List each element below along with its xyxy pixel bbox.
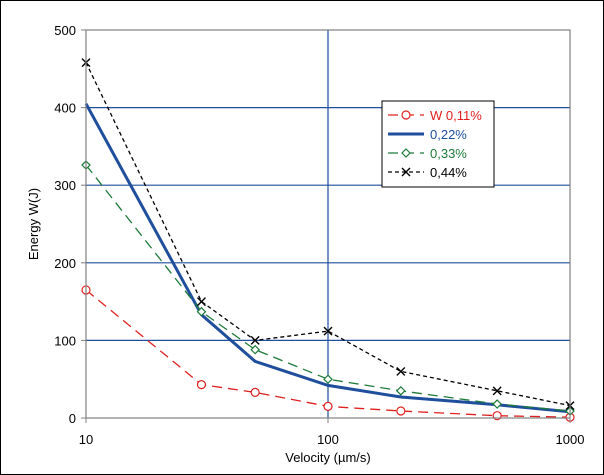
legend-item: W 0,11%: [388, 108, 482, 123]
data-point: [250, 387, 260, 397]
data-point: [250, 335, 260, 345]
x-tick-label: 10: [79, 432, 93, 447]
legend-box: [381, 100, 495, 188]
legend: W 0,11% 0,22% 0,33% 0,44%: [381, 100, 495, 188]
y-tick-label: 400: [54, 101, 76, 116]
data-point: [196, 306, 207, 317]
data-point: [492, 399, 502, 409]
data-point: [250, 344, 260, 355]
x-axis-label: Velocity (µm/s): [285, 450, 371, 465]
tick-labels: 0 100 200 300 400 500 10 100 1000: [54, 23, 584, 447]
legend-label: 0,44%: [430, 165, 467, 180]
data-point: [396, 406, 406, 416]
y-tick-label: 500: [54, 23, 76, 38]
data-point: [492, 386, 502, 396]
data-point: [323, 326, 333, 336]
y-tick-label: 300: [54, 178, 76, 193]
x-tick-label: 100: [317, 432, 339, 447]
data-point: [396, 385, 406, 396]
data-point: [323, 374, 333, 385]
data-point: [323, 401, 333, 411]
legend-label: W 0,11%: [430, 108, 482, 123]
legend-item: 0,44%: [388, 165, 467, 180]
y-tick-label: 200: [54, 256, 76, 271]
series-4: [81, 58, 575, 411]
x-tick-label: 1000: [556, 432, 585, 447]
data-point: [196, 380, 207, 390]
y-axis-label: Energy W(J): [26, 188, 41, 260]
legend-label: 0,22%: [430, 127, 467, 142]
data-point: [196, 297, 206, 307]
legend-marker: [401, 167, 411, 177]
legend-marker: [401, 148, 411, 158]
legend-marker: [401, 110, 411, 120]
data-point: [396, 366, 406, 376]
grid: [86, 30, 570, 418]
legend-item: 0,33%: [388, 146, 467, 161]
legend-label: 0,33%: [430, 146, 467, 161]
y-tick-label: 100: [54, 333, 76, 348]
y-tick-label: 0: [69, 411, 76, 426]
legend-item: 0,22%: [388, 127, 467, 142]
